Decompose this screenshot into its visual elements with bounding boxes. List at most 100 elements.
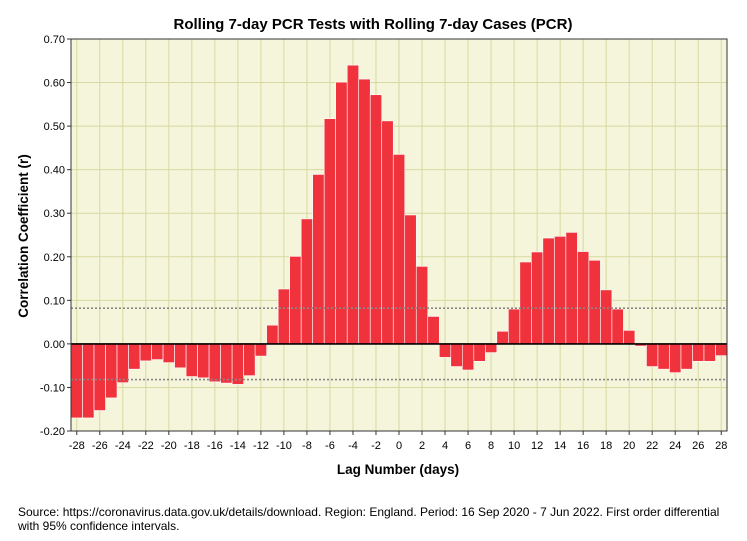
x-tick-label: -12: [253, 440, 269, 452]
bar: [577, 251, 590, 345]
bar: [427, 316, 440, 345]
x-tick-label: -8: [302, 440, 312, 452]
bar: [335, 81, 348, 345]
y-tick-label: 0.20: [44, 252, 65, 264]
x-tick-label: 16: [577, 440, 589, 452]
chart-title: Rolling 7-day PCR Tests with Rolling 7-d…: [174, 16, 573, 33]
x-tick-label: -28: [69, 440, 85, 452]
x-tick-label: -16: [207, 440, 223, 452]
bar: [312, 174, 325, 345]
y-tick-label: 0.40: [44, 165, 65, 177]
x-tick-label: -14: [230, 440, 246, 452]
x-tick-label: 12: [531, 440, 543, 452]
x-tick-label: -4: [348, 440, 358, 452]
x-tick-label: 24: [669, 440, 681, 452]
x-tick-label: -20: [161, 440, 177, 452]
bar: [496, 330, 509, 345]
bars: [70, 64, 728, 419]
y-tick-label: -0.20: [40, 426, 65, 438]
bar: [254, 343, 267, 357]
bar: [266, 324, 279, 345]
bar: [185, 343, 198, 377]
y-axis-label: Correlation Coefficient (r): [16, 154, 31, 318]
source-note: Source: https://coronavirus.data.gov.uk/…: [18, 505, 720, 533]
bar: [438, 343, 452, 358]
bar: [381, 120, 394, 345]
bar: [93, 343, 106, 411]
bar: [703, 343, 716, 362]
y-axis-ticks: -0.20 -0.10 0.00 0.10 0.20 0.30 0.40 0.50 0.60 0.…: [40, 34, 71, 438]
bar: [657, 343, 670, 370]
bar: [243, 343, 256, 376]
bar: [565, 232, 578, 345]
bar: [197, 343, 210, 379]
bar: [151, 343, 164, 360]
bar: [174, 343, 187, 369]
confidence-interval-lines: [71, 307, 727, 381]
bar: [208, 343, 221, 383]
bar: [231, 343, 244, 385]
bar: [473, 343, 486, 362]
bar: [128, 343, 141, 370]
bar: [369, 94, 383, 345]
bar: [358, 78, 371, 345]
x-tick-label: 22: [646, 440, 658, 452]
bar: [323, 118, 337, 345]
x-tick-label: 28: [715, 440, 727, 452]
x-tick-label: -22: [138, 440, 154, 452]
bar: [715, 343, 728, 356]
bar: [82, 343, 95, 419]
x-tick-label: 26: [692, 440, 704, 452]
y-tick-label: 0.10: [44, 295, 65, 307]
y-tick-label: 0.30: [44, 208, 65, 220]
bar: [554, 236, 567, 345]
bar: [461, 343, 475, 371]
x-tick-label: -26: [92, 440, 108, 452]
bar: [277, 288, 290, 345]
x-axis-ticks: -28 -26 -24 -22 -20 -18 -16 -14 -12 -10 -8 -6 -4 -2 0 2…: [69, 431, 727, 452]
bar: [646, 343, 659, 367]
bar: [542, 237, 555, 345]
bar: [415, 266, 429, 345]
bar: [139, 343, 152, 362]
bar: [531, 251, 544, 345]
x-tick-label: 10: [508, 440, 520, 452]
bar: [220, 343, 233, 384]
bar: [680, 343, 693, 370]
x-tick-label: -6: [325, 440, 335, 452]
bar: [300, 218, 313, 345]
bar: [669, 343, 682, 373]
bar: [485, 343, 498, 353]
bar: [392, 154, 406, 345]
y-tick-label: 0.70: [44, 34, 65, 46]
bar: [588, 259, 601, 345]
x-tick-label: 6: [465, 440, 471, 452]
bar: [600, 289, 613, 345]
x-tick-label: 4: [442, 440, 448, 452]
bar: [519, 261, 532, 345]
y-tick-label: 0.60: [44, 78, 65, 90]
x-tick-label: 20: [623, 440, 635, 452]
bar: [116, 343, 129, 383]
bar: [404, 214, 417, 345]
x-tick-label: 18: [600, 440, 612, 452]
x-tick-label: -2: [371, 440, 381, 452]
y-tick-label: 0.50: [44, 121, 65, 133]
bar: [162, 343, 175, 363]
y-tick-label: 0.00: [44, 339, 65, 351]
bar: [289, 256, 302, 345]
bar: [105, 343, 118, 399]
x-tick-label: -24: [115, 440, 131, 452]
bar: [623, 330, 636, 345]
x-tick-label: -18: [184, 440, 200, 452]
bar: [692, 343, 705, 362]
bar: [508, 308, 521, 345]
x-tick-label: 14: [554, 440, 566, 452]
bar: [450, 343, 463, 367]
x-tick-label: -10: [276, 440, 292, 452]
x-tick-label: 0: [396, 440, 402, 452]
x-tick-label: 8: [488, 440, 494, 452]
bar: [70, 343, 83, 419]
bar: [346, 64, 360, 345]
